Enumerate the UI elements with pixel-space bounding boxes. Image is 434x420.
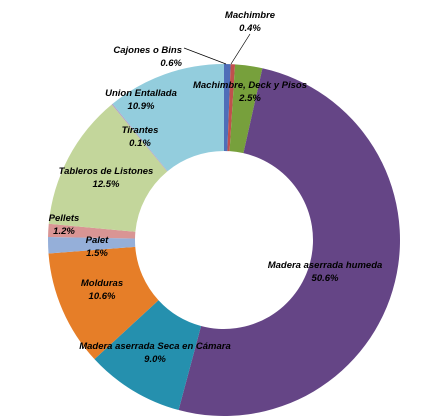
slice-value-palet: 1.5% [86,248,108,259]
slice-label-madera-aserrada-humeda: Madera aserrada humeda [268,260,383,271]
slice-label-machimbre-deck-y-pisos: Machimbre, Deck y Pisos [193,80,307,91]
slice-pellets [48,223,136,239]
slice-value-pellets: 1.2% [53,226,75,237]
slice-value-union-entallada: 10.9% [128,101,155,112]
slice-molduras [48,246,159,360]
leader-line-machimbre [230,33,251,65]
slice-label-pellets: Pellets [49,213,80,224]
slice-label-palet: Palet [86,235,110,246]
slice-cajones-o-bins [224,64,231,152]
slice-value-madera-aserrada-seca-en-camara: 9.0% [144,354,166,365]
slice-machimbre-deck-y-pisos [229,64,263,154]
slice-madera-aserrada-humeda [178,68,401,417]
donut-slices [48,64,401,417]
slice-palet [48,236,136,254]
slice-value-madera-aserrada-humeda: 50.6% [312,273,339,284]
slice-labels: Cajones o Bins 0.6% Machimbre 0.4% Machimbre… [49,10,383,365]
slice-value-machimbre: 0.4% [239,23,261,34]
slice-label-tableros-de-listones: Tableros de Listones [59,166,154,177]
slice-value-molduras: 10.6% [89,291,116,302]
slice-tirantes [111,103,168,172]
slice-label-union-entallada: Union Entallada [105,88,177,99]
slice-value-tirantes: 0.1% [129,138,151,149]
slice-label-madera-aserrada-seca-en-camara: Madera aserrada Seca en Cámara [79,341,231,352]
slice-label-tirantes: Tirantes [122,125,159,136]
slice-machimbre [227,64,236,152]
slice-tableros-de-listones [48,104,168,232]
slice-value-cajones-o-bins: 0.6% [160,58,182,69]
slice-union-entallada [112,64,224,172]
slice-label-molduras: Molduras [81,278,123,289]
leader-lines [183,33,251,65]
slice-madera-aserrada-seca-en-camara [94,300,202,411]
slice-value-machimbre-deck-y-pisos: 2.5% [238,93,261,104]
leader-line-cajones-o-bins [183,47,227,65]
slice-value-tableros-de-listones: 12.5% [93,179,120,190]
slice-label-cajones-o-bins: Cajones o Bins [113,45,182,56]
slice-label-machimbre: Machimbre [225,10,276,21]
